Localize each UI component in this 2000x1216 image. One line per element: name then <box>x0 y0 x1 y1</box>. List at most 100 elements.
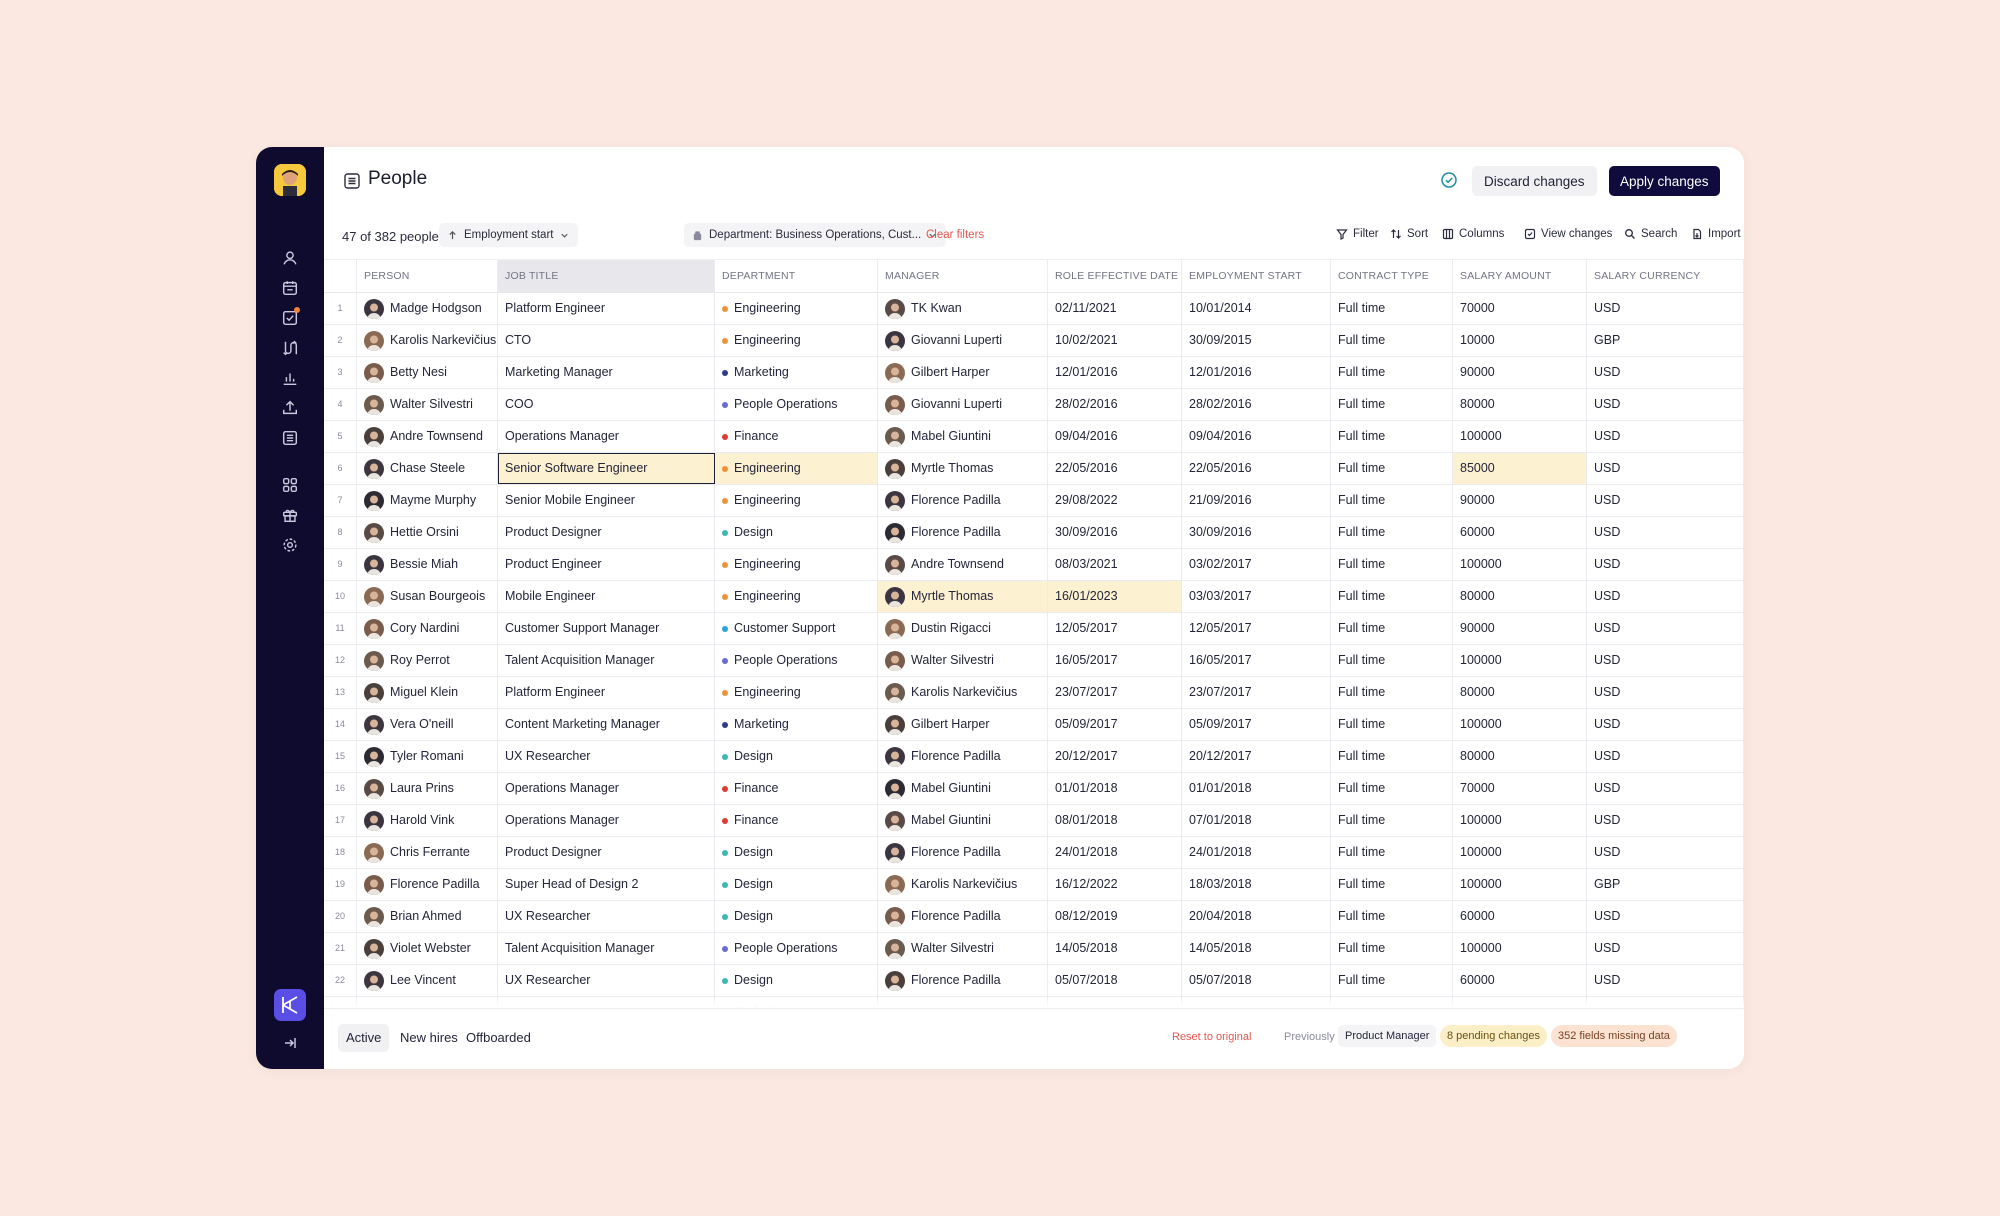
manager-cell[interactable]: Walter Silvestri <box>878 933 1048 964</box>
col-salary-amount[interactable]: SALARY AMOUNT <box>1453 260 1587 293</box>
table-row[interactable]: 7 Mayme Murphy Senior Mobile Engineer Engin… <box>324 485 1744 517</box>
manager-cell[interactable]: Gilbert Harper <box>878 357 1048 388</box>
employment-start-cell[interactable]: 03/02/2017 <box>1182 549 1331 580</box>
contract-type-cell[interactable]: Full time <box>1331 741 1453 772</box>
sort-button[interactable]: Sort <box>1390 228 1428 240</box>
person-cell[interactable]: Laura Prins <box>357 773 498 804</box>
apply-changes-button[interactable]: Apply changes <box>1609 166 1720 196</box>
table-row[interactable]: 17 Harold Vink Operations Manager Finance Ma… <box>324 805 1744 837</box>
table-row[interactable]: 21 Violet Webster Talent Acquisition Manag… <box>324 933 1744 965</box>
salary-currency-cell[interactable]: USD <box>1587 517 1744 548</box>
employment-start-cell[interactable]: 22/05/2016 <box>1182 453 1331 484</box>
manager-cell[interactable]: Dustin Rigacci <box>878 613 1048 644</box>
salary-amount-cell[interactable]: 60000 <box>1453 965 1587 996</box>
salary-amount-cell[interactable]: 100000 <box>1453 805 1587 836</box>
department-cell[interactable]: Design <box>715 901 878 932</box>
table-row[interactable]: 18 Chris Ferrante Product Designer Design Fl… <box>324 837 1744 869</box>
table-icon[interactable] <box>277 425 303 451</box>
salary-currency-cell[interactable]: GBP <box>1587 325 1744 356</box>
search-button[interactable]: Search <box>1624 228 1677 240</box>
salary-amount-cell[interactable]: 10000 <box>1453 325 1587 356</box>
role-effective-date-cell[interactable]: 08/12/2019 <box>1048 901 1182 932</box>
person-cell[interactable]: Madge Hodgson <box>357 293 498 324</box>
role-effective-date-cell[interactable]: 05/09/2017 <box>1048 709 1182 740</box>
contract-type-cell[interactable]: Full time <box>1331 901 1453 932</box>
salary-amount-cell[interactable]: 100000 <box>1453 933 1587 964</box>
collapse-sidebar-icon[interactable] <box>277 1030 303 1056</box>
tab-offboarded[interactable]: Offboarded <box>466 1030 531 1045</box>
job-title-cell[interactable]: UX Researcher <box>498 965 715 996</box>
salary-amount-cell[interactable]: 100000 <box>1453 549 1587 580</box>
department-filter-chip[interactable]: Department: Business Operations, Cust... <box>684 223 947 247</box>
contract-type-cell[interactable]: Full time <box>1331 389 1453 420</box>
employment-start-cell[interactable]: 07/01/2018 <box>1182 805 1331 836</box>
table-row[interactable]: 12 Roy Perrot Talent Acquisition Manager Pe… <box>324 645 1744 677</box>
manager-cell[interactable]: Gilbert Harper <box>878 709 1048 740</box>
manager-cell[interactable]: Walter Silvestri <box>878 645 1048 676</box>
employment-start-cell[interactable]: 23/07/2017 <box>1182 677 1331 708</box>
department-cell[interactable]: People Operations <box>715 645 878 676</box>
employment-start-cell[interactable]: 30/09/2015 <box>1182 325 1331 356</box>
upload-icon[interactable] <box>277 395 303 421</box>
department-cell[interactable]: Design <box>715 965 878 996</box>
contract-type-cell[interactable]: Full time <box>1331 869 1453 900</box>
employment-start-cell[interactable]: 28/02/2016 <box>1182 389 1331 420</box>
job-title-cell[interactable]: UX Researcher <box>498 901 715 932</box>
manager-cell[interactable]: Giovanni Luperti <box>878 325 1048 356</box>
contract-type-cell[interactable]: Full time <box>1331 837 1453 868</box>
contract-type-cell[interactable]: Full time <box>1331 965 1453 996</box>
salary-amount-cell[interactable]: 90000 <box>1453 357 1587 388</box>
role-effective-date-cell[interactable]: 24/01/2018 <box>1048 837 1182 868</box>
discard-changes-button[interactable]: Discard changes <box>1472 166 1597 196</box>
salary-amount-cell[interactable]: 80000 <box>1453 581 1587 612</box>
salary-amount-cell[interactable]: 70000 <box>1453 293 1587 324</box>
checklist-icon[interactable] <box>277 305 303 331</box>
role-effective-date-cell[interactable]: 02/11/2021 <box>1048 293 1182 324</box>
job-title-cell[interactable]: Senior Software Engineer <box>498 453 715 484</box>
role-effective-date-cell[interactable]: 10/02/2021 <box>1048 325 1182 356</box>
department-cell[interactable]: Engineering <box>715 293 878 324</box>
table-row[interactable]: 8 Hettie Orsini Product Designer Design Flor… <box>324 517 1744 549</box>
department-cell[interactable]: Customer Support <box>715 613 878 644</box>
salary-currency-cell[interactable]: USD <box>1587 933 1744 964</box>
role-effective-date-cell[interactable]: 14/05/2018 <box>1048 933 1182 964</box>
salary-amount-cell[interactable]: 100000 <box>1453 837 1587 868</box>
table-row[interactable]: 4 Walter Silvestri COO People Operations Gio… <box>324 389 1744 421</box>
apps-icon[interactable] <box>277 472 303 498</box>
table-row[interactable]: 9 Bessie Miah Product Engineer Engineering A… <box>324 549 1744 581</box>
import-button[interactable]: Import <box>1691 228 1741 240</box>
salary-currency-cell[interactable]: USD <box>1587 581 1744 612</box>
manager-cell[interactable]: Myrtle Thomas <box>878 581 1048 612</box>
table-row[interactable]: 20 Brian Ahmed UX Researcher Design Florence… <box>324 901 1744 933</box>
role-effective-date-cell[interactable]: 08/03/2021 <box>1048 549 1182 580</box>
employment-start-cell[interactable]: 24/01/2018 <box>1182 837 1331 868</box>
table-row[interactable]: 13 Miguel Klein Platform Engineer Engineeri… <box>324 677 1744 709</box>
person-cell[interactable]: Tyler Romani <box>357 741 498 772</box>
job-title-cell[interactable]: COO <box>498 389 715 420</box>
employment-start-cell[interactable]: 20/04/2018 <box>1182 901 1331 932</box>
person-cell[interactable]: Roy Perrot <box>357 645 498 676</box>
role-effective-date-cell[interactable]: 16/01/2023 <box>1048 581 1182 612</box>
job-title-cell[interactable]: Operations Manager <box>498 421 715 452</box>
table-row[interactable]: 2 Karolis Narkevičius CTO Engineering Giovan… <box>324 325 1744 357</box>
salary-amount-cell[interactable]: 60000 <box>1453 517 1587 548</box>
department-cell[interactable]: Design <box>715 517 878 548</box>
job-title-cell[interactable]: Talent Acquisition Manager <box>498 645 715 676</box>
table-row[interactable]: 10 Susan Bourgeois Mobile Engineer Engineer… <box>324 581 1744 613</box>
employment-start-cell[interactable]: 20/12/2017 <box>1182 741 1331 772</box>
job-title-cell[interactable]: Platform Engineer <box>498 293 715 324</box>
person-cell[interactable]: Hettie Orsini <box>357 517 498 548</box>
role-effective-date-cell[interactable]: 08/01/2018 <box>1048 805 1182 836</box>
job-title-cell[interactable]: Content Marketing Manager <box>498 709 715 740</box>
workflow-icon[interactable] <box>277 335 303 361</box>
contract-type-cell[interactable]: Full time <box>1331 645 1453 676</box>
person-cell[interactable]: Chris Ferrante <box>357 837 498 868</box>
salary-currency-cell[interactable]: USD <box>1587 421 1744 452</box>
col-contract-type[interactable]: CONTRACT TYPE <box>1331 260 1453 293</box>
salary-amount-cell[interactable]: 80000 <box>1453 389 1587 420</box>
salary-amount-cell[interactable]: 100000 <box>1453 645 1587 676</box>
employment-start-cell[interactable]: 21/09/2016 <box>1182 485 1331 516</box>
salary-currency-cell[interactable]: USD <box>1587 645 1744 676</box>
app-logo-icon[interactable] <box>274 989 306 1021</box>
job-title-cell[interactable]: Customer Support Manager <box>498 613 715 644</box>
